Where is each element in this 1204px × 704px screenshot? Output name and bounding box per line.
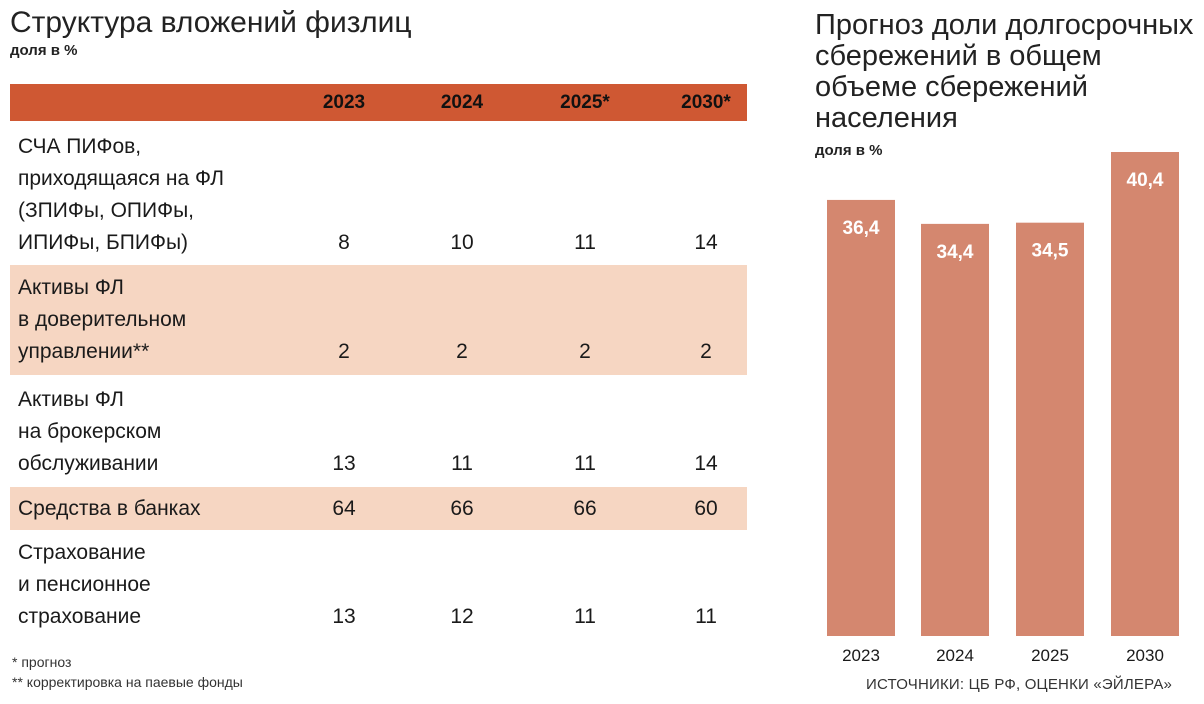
- bar-2023: [827, 199, 895, 637]
- column-header-2025: 2025*: [560, 92, 610, 113]
- table-cell: 11: [574, 231, 596, 254]
- row-label-line: ИПИФы, БПИФы): [18, 231, 189, 254]
- table-header-band: [10, 84, 747, 121]
- row-label-line: в доверительном: [18, 308, 187, 331]
- table-cell: 8: [338, 231, 350, 254]
- bar-value-label: 34,4: [937, 242, 974, 263]
- row-label-line: обслуживании: [18, 452, 159, 475]
- row-label-line: страхование: [18, 605, 142, 628]
- table-cell: 66: [573, 496, 597, 520]
- table-title: Структура вложений физлиц: [10, 6, 412, 39]
- x-tick-label: 2023: [842, 646, 880, 665]
- row-label-line: и пенсионное: [18, 573, 151, 596]
- row-label-line: на брокерском: [18, 420, 162, 443]
- table-cell: 10: [450, 231, 474, 254]
- row-label-line: Средства в банках: [18, 496, 201, 520]
- chart-unit-label: доля в %: [815, 142, 883, 159]
- x-tick-label: 2025: [1031, 646, 1069, 665]
- row-label: СЧА ПИФов, приходящаяся на ФЛ (ЗПИФы, ОПИФ…: [18, 131, 224, 259]
- bar-2024: [921, 223, 989, 636]
- row-label: Страхование и пенсионное страхование: [18, 537, 151, 633]
- x-tick-label: 2030: [1126, 646, 1164, 665]
- table-cell: 60: [694, 496, 718, 520]
- bar-value-label: 36,4: [843, 218, 880, 239]
- x-tick-label: 2024: [936, 646, 974, 665]
- table-row: Активы ФЛ на брокерском обслуживании 13 11 11…: [10, 377, 747, 487]
- table-cell: 14: [694, 231, 718, 254]
- table-cell: 11: [574, 452, 596, 475]
- table-cell: 11: [695, 605, 717, 628]
- footnote-adjustment: ** корректировка на паевые фонды: [12, 674, 243, 690]
- column-header-2024: 2024: [440, 92, 484, 113]
- row-label-line: СЧА ПИФов,: [18, 135, 142, 158]
- table-unit-label: доля в %: [10, 42, 78, 59]
- column-header-2030: 2030*: [681, 92, 731, 113]
- table-cell: 13: [332, 605, 356, 628]
- table-cell: 11: [451, 452, 473, 475]
- row-label-line: (ЗПИФы, ОПИФы,: [18, 199, 195, 222]
- source-note: ИСТОЧНИКИ: ЦБ РФ, ОЦЕНКИ «ЭЙЛЕРА»: [866, 676, 1173, 693]
- row-label: Активы ФЛ в доверительном управлении**: [18, 272, 186, 368]
- table-cell: 2: [700, 340, 712, 363]
- bar-value-label: 40,4: [1127, 170, 1164, 191]
- bar-2030: [1111, 152, 1179, 636]
- row-label-line: Активы ФЛ: [18, 276, 124, 299]
- chart-title: Прогноз доли долгосрочных сбережений в о…: [815, 9, 1194, 134]
- table-cell: 2: [456, 340, 468, 363]
- bar-value-label: 34,5: [1032, 241, 1069, 262]
- table-cell: 2: [338, 340, 350, 363]
- bar-2025: [1016, 222, 1084, 636]
- table-cell: 2: [579, 340, 591, 363]
- table-cell: 11: [574, 605, 596, 628]
- table-row: СЧА ПИФов, приходящаяся на ФЛ (ЗПИФы, ОПИФ…: [10, 125, 747, 265]
- table-row: Средства в банках 64 66 66 60: [10, 487, 747, 530]
- row-label: Средства в банках: [18, 493, 201, 525]
- footnote-forecast: * прогноз: [12, 654, 72, 670]
- table-cell: 14: [694, 452, 718, 475]
- row-label-line: Активы ФЛ: [18, 388, 124, 411]
- row-label-line: управлении**: [18, 340, 150, 363]
- column-header-2023: 2023: [322, 92, 366, 113]
- table-cell: 13: [332, 452, 356, 475]
- row-label-line: приходящаяся на ФЛ: [18, 167, 225, 190]
- table-row: Активы ФЛ в доверительном управлении** 2 2 2 2: [10, 265, 747, 375]
- table-cell: 66: [450, 496, 474, 520]
- table-cell: 12: [450, 605, 474, 628]
- table-cell: 64: [332, 496, 356, 520]
- row-label: Активы ФЛ на брокерском обслуживании: [18, 384, 161, 480]
- bar-chart: 36,4 2023 34,4 2024 34,5 2025 40,4 2030: [827, 152, 1179, 665]
- row-label-line: Страхование: [18, 541, 146, 564]
- table-row: Страхование и пенсионное страхование 13 12 11…: [10, 530, 747, 640]
